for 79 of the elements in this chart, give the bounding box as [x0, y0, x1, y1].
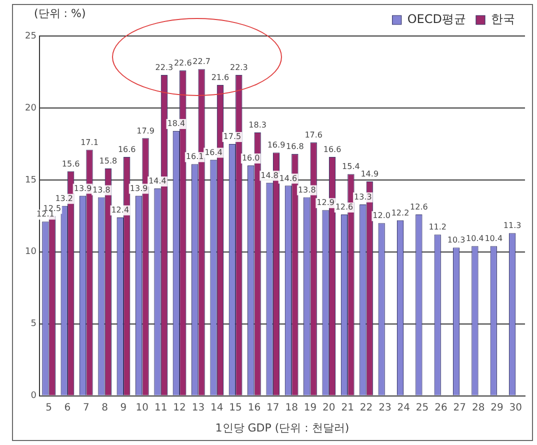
- data-label: 13.2: [55, 194, 74, 203]
- data-label: 15.4: [342, 162, 360, 172]
- data-label: 13.9: [130, 184, 148, 193]
- x-tick-label: 9: [120, 402, 127, 414]
- y-tick-label: 0: [30, 391, 37, 402]
- y-axis-title: (단위 : %): [34, 6, 86, 21]
- data-label: 14.9: [360, 169, 379, 178]
- data-label: 15.8: [99, 156, 118, 166]
- x-tick-label: 19: [304, 402, 317, 414]
- x-tick-label: 15: [229, 402, 242, 414]
- x-tick-label: 23: [378, 402, 392, 414]
- x-tick-label: 20: [322, 402, 336, 414]
- data-label: 14.6: [279, 174, 298, 183]
- x-tick-label: 5: [46, 402, 52, 414]
- x-tick-label: 26: [434, 402, 448, 414]
- data-label: 13.8: [298, 185, 316, 194]
- data-label: 12.1: [36, 210, 54, 219]
- data-label: 12.6: [335, 202, 354, 212]
- x-tick-label: 14: [210, 402, 224, 414]
- x-tick-label: 22: [360, 402, 373, 414]
- data-label: 11.2: [428, 222, 447, 232]
- x-tick-label: 8: [102, 402, 108, 414]
- data-label: 16.9: [267, 140, 286, 150]
- x-tick-label: 6: [64, 402, 71, 414]
- data-label: 17.1: [80, 138, 98, 147]
- data-label: 16.6: [323, 144, 342, 154]
- y-tick-label: 10: [25, 247, 37, 258]
- data-label: 12.2: [391, 208, 410, 218]
- x-tick-label: 16: [248, 402, 261, 414]
- data-label: 14.4: [148, 176, 166, 186]
- x-tick-label: 10: [136, 402, 149, 414]
- x-tick-label: 29: [490, 402, 504, 414]
- data-label: 16.1: [186, 152, 204, 162]
- data-label: 10.4: [466, 234, 484, 244]
- data-label: 10.3: [447, 236, 466, 245]
- x-tick-label: 27: [453, 402, 466, 414]
- data-label: 15.6: [62, 159, 80, 168]
- data-label: 14.8: [260, 170, 278, 180]
- x-tick-label: 25: [416, 402, 429, 414]
- data-label: 21.6: [211, 73, 230, 82]
- data-label: 18.3: [248, 120, 266, 130]
- data-label: 12.6: [410, 202, 428, 212]
- data-label: 12.4: [111, 205, 130, 214]
- data-label: 17.6: [304, 130, 323, 140]
- x-tick-label: 24: [397, 402, 410, 414]
- data-label: 22.7: [192, 57, 210, 66]
- data-label: 22.6: [174, 58, 192, 68]
- y-tick-label: 20: [25, 103, 37, 114]
- data-label: 22.3: [155, 62, 174, 72]
- data-label: 12.0: [372, 211, 390, 220]
- data-label: 13.9: [74, 184, 92, 193]
- legend-label: OECD평균: [407, 12, 466, 26]
- x-tick-label: 18: [285, 402, 298, 414]
- x-axis-title: 1인당 GDP (단위 : 천달러): [215, 421, 350, 434]
- data-label: 13.3: [354, 192, 372, 202]
- data-label: 12.9: [316, 198, 334, 208]
- data-label: 22.3: [230, 62, 248, 72]
- data-label: 16.8: [286, 142, 304, 152]
- x-tick-label: 21: [341, 402, 354, 414]
- x-tick-label: 7: [82, 402, 90, 414]
- x-tick-label: 11: [154, 402, 168, 414]
- data-label: 16.0: [242, 154, 260, 163]
- x-tick-label: 12: [173, 402, 186, 414]
- data-label: 18.4: [167, 119, 186, 128]
- data-label: 17.5: [223, 132, 242, 142]
- x-tick-label: 17: [266, 402, 280, 414]
- legend-label: 한국: [491, 12, 515, 26]
- x-tick-label: 30: [509, 402, 522, 414]
- x-tick-label: 13: [192, 402, 205, 414]
- data-label: 10.4: [484, 234, 503, 244]
- x-tick-label: 28: [472, 402, 485, 414]
- data-label: 16.4: [204, 148, 222, 157]
- y-tick-label: 25: [25, 31, 36, 42]
- y-tick-label: 5: [30, 319, 36, 330]
- data-label: 11.3: [503, 221, 522, 230]
- data-label: 16.6: [118, 144, 136, 154]
- data-label: 13.8: [92, 185, 110, 194]
- y-tick-label: 15: [25, 175, 36, 186]
- data-label: 17.9: [136, 126, 154, 136]
